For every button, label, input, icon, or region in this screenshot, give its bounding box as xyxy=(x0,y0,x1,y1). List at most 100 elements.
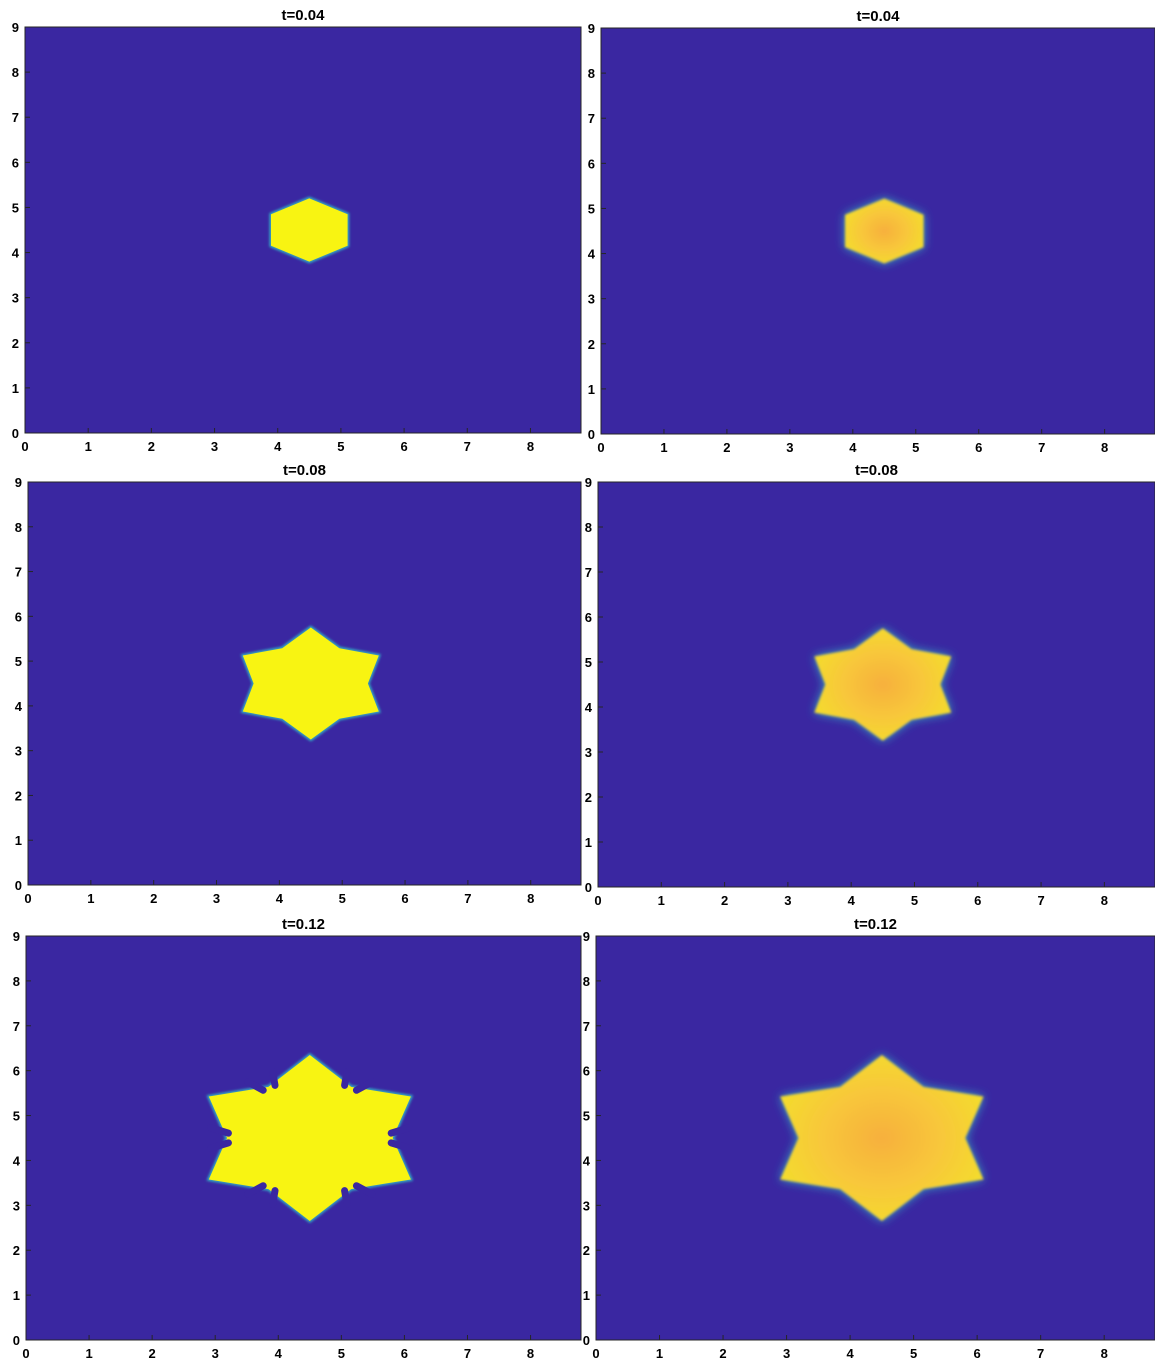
branch-notch xyxy=(206,1139,232,1152)
x-tick-label: 1 xyxy=(87,891,94,906)
subplot-2: t=0.04 0 1 2 3 4 5 6 7 8 0 1 2 3 4 5 6 7 8 9 xyxy=(588,8,1155,455)
x-tick-label: 7 xyxy=(1037,893,1044,908)
crystal-region xyxy=(242,627,379,740)
branch-notch xyxy=(341,1068,351,1089)
x-tick-label: 2 xyxy=(149,1346,156,1361)
y-tick-label: 4 xyxy=(13,1153,21,1168)
subplot-title: t=0.04 xyxy=(857,8,901,25)
y-tick-label: 3 xyxy=(13,1198,20,1213)
branch-notch xyxy=(244,1182,267,1198)
x-tick-label: 5 xyxy=(910,1346,917,1361)
x-tick-label: 3 xyxy=(786,440,793,455)
x-tick-label: 3 xyxy=(211,439,218,454)
y-tick-label: 6 xyxy=(588,156,595,171)
axes-frame xyxy=(25,935,582,1341)
x-tick-label: 2 xyxy=(148,439,155,454)
axes-frame xyxy=(597,481,1155,888)
axes-frame xyxy=(24,26,582,434)
subplot-6: t=0.12 0 1 2 3 4 5 6 7 8 0 1 2 3 4 5 6 7 8 9 xyxy=(583,916,1155,1361)
x-tick-label: 0 xyxy=(24,891,31,906)
x-tick-label: 1 xyxy=(658,893,665,908)
y-tick-label: 1 xyxy=(15,833,22,848)
y-tick-label: 2 xyxy=(12,336,19,351)
y-tick-label: 7 xyxy=(15,565,22,580)
y-tick-label: 0 xyxy=(588,427,595,442)
y-tick-label: 2 xyxy=(583,1243,590,1258)
x-tick-label: 0 xyxy=(597,440,604,455)
subplot-title: t=0.12 xyxy=(282,916,325,933)
x-tick-label: 6 xyxy=(401,891,408,906)
y-tick-label: 9 xyxy=(15,475,22,490)
branch-notch xyxy=(387,1139,413,1152)
x-tick-label: 8 xyxy=(527,1346,534,1361)
axes-frame xyxy=(27,481,582,886)
x-tick-label: 4 xyxy=(846,1346,854,1361)
y-tick-label: 1 xyxy=(585,835,592,850)
x-tick-label: 3 xyxy=(783,1346,790,1361)
x-tick-label: 2 xyxy=(721,893,728,908)
y-tick-label: 0 xyxy=(583,1333,590,1348)
y-tick-label: 3 xyxy=(588,292,595,307)
x-tick-label: 2 xyxy=(150,891,157,906)
y-tick-label: 8 xyxy=(13,974,20,989)
y-tick-label: 1 xyxy=(12,381,19,396)
branch-notch xyxy=(269,1068,279,1089)
y-tick-label: 6 xyxy=(585,610,592,625)
x-tick-label: 8 xyxy=(1101,1346,1108,1361)
y-tick-label: 4 xyxy=(15,699,23,714)
y-tick-label: 5 xyxy=(588,201,595,216)
axes-frame xyxy=(595,935,1155,1341)
y-tick-label: 7 xyxy=(12,110,19,125)
branch-notch xyxy=(244,1078,267,1094)
x-tick-label: 4 xyxy=(849,440,857,455)
subplot-title: t=0.08 xyxy=(855,462,898,479)
y-tick-label: 0 xyxy=(13,1333,20,1348)
y-tick-label: 8 xyxy=(585,520,592,535)
x-tick-label: 3 xyxy=(784,893,791,908)
y-tick-label: 7 xyxy=(588,111,595,126)
axes-frame xyxy=(600,27,1155,435)
x-tick-label: 0 xyxy=(594,893,601,908)
x-tick-label: 7 xyxy=(464,439,471,454)
crystal-region xyxy=(780,1055,984,1221)
y-tick-label: 6 xyxy=(15,609,22,624)
y-tick-label: 9 xyxy=(13,929,20,944)
x-tick-label: 8 xyxy=(1101,440,1108,455)
y-tick-label: 3 xyxy=(15,744,22,759)
y-tick-label: 1 xyxy=(13,1288,20,1303)
x-tick-label: 0 xyxy=(592,1346,599,1361)
y-tick-label: 6 xyxy=(13,1064,20,1079)
x-tick-label: 6 xyxy=(974,1346,981,1361)
x-tick-label: 5 xyxy=(911,893,918,908)
y-tick-label: 2 xyxy=(15,788,22,803)
y-tick-label: 7 xyxy=(585,565,592,580)
y-tick-label: 2 xyxy=(13,1243,20,1258)
y-tick-label: 5 xyxy=(13,1109,20,1124)
x-tick-label: 7 xyxy=(1037,1346,1044,1361)
y-tick-label: 1 xyxy=(588,382,595,397)
y-tick-label: 4 xyxy=(12,246,20,261)
subplot-title: t=0.12 xyxy=(854,916,897,933)
branch-notch xyxy=(206,1124,232,1137)
y-tick-label: 6 xyxy=(12,155,19,170)
x-tick-label: 1 xyxy=(85,1346,92,1361)
y-tick-label: 1 xyxy=(583,1288,590,1303)
x-tick-label: 1 xyxy=(656,1346,663,1361)
y-tick-label: 9 xyxy=(588,21,595,36)
branch-notch xyxy=(269,1187,279,1208)
crystal-region xyxy=(845,198,924,264)
x-tick-label: 1 xyxy=(660,440,667,455)
x-tick-label: 3 xyxy=(212,1346,219,1361)
y-tick-label: 3 xyxy=(12,291,19,306)
y-tick-label: 7 xyxy=(583,1019,590,1034)
y-tick-label: 3 xyxy=(583,1198,590,1213)
crystal-region xyxy=(208,1055,411,1221)
y-tick-label: 9 xyxy=(12,20,19,35)
branch-notch xyxy=(352,1078,376,1094)
branch-notch xyxy=(341,1187,351,1208)
subplot-title: t=0.04 xyxy=(282,7,326,24)
y-tick-label: 3 xyxy=(585,745,592,760)
x-tick-label: 4 xyxy=(276,891,284,906)
y-tick-label: 5 xyxy=(12,200,19,215)
